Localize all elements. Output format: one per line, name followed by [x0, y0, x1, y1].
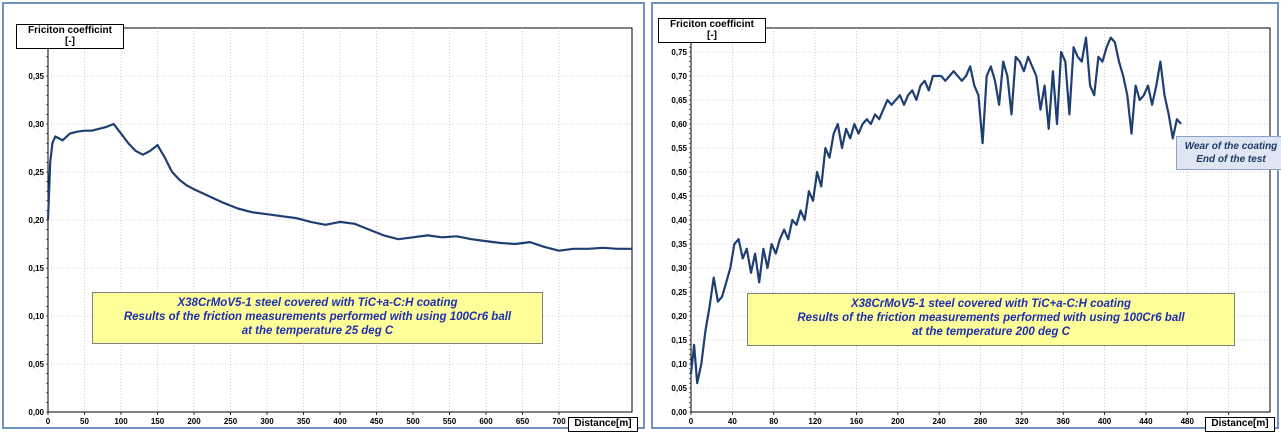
x-tick-label: 250	[224, 417, 238, 426]
x-tick-label: 450	[370, 417, 384, 426]
x-tick-label: 200	[187, 417, 201, 426]
data-line	[46, 122, 632, 252]
x-tick-label: 320	[1015, 417, 1029, 426]
x-tick-label: 480	[1181, 417, 1195, 426]
caption-line-3: at the temperature 200 deg C	[912, 326, 1070, 338]
x-tick-label: 550	[443, 417, 457, 426]
y-tick-label: 0,35	[28, 72, 44, 81]
x-tick-label: 350	[297, 417, 311, 426]
caption-line-1: X38CrMoV5-1 steel covered with TiC+a-C:H…	[177, 297, 458, 309]
x-tick-label: 0	[46, 417, 51, 426]
y-tick-label: 0,05	[671, 384, 687, 393]
y-tick-label: 0,20	[671, 312, 687, 321]
x-tick-label: 600	[479, 417, 493, 426]
x-tick-label: 200	[891, 417, 905, 426]
y-tick-label: 0,40	[671, 216, 687, 225]
annotation-box: Wear of the coating End of the test	[1176, 136, 1281, 170]
x-tick-label: 300	[260, 417, 274, 426]
y-tick-label: 0,65	[671, 96, 687, 105]
right-chart-panel: 0,00 0,05 0,10 0,15 0,20 0,25 0,30 0,35 0,40 0,45…	[651, 2, 1281, 432]
y-tick-label: 0,05	[28, 360, 44, 369]
x-axis-label: Distance[m]	[1205, 417, 1275, 432]
data-line	[689, 36, 1182, 385]
y-tick-label: 0,30	[671, 264, 687, 273]
annotation-line-1: Wear of the coating	[1184, 141, 1278, 152]
caption-line-2: Results of the friction measurements per…	[123, 311, 512, 323]
y-tick-label: 0,10	[671, 360, 687, 369]
y-tick-label: 0,75	[671, 48, 687, 57]
left-chart: 0,00 0,05 0,10 0,15 0,20 0,25 0,30 0,35 0 50 100 15…	[28, 27, 633, 426]
y-axis-label: Friciton coefficint [-]	[658, 18, 766, 43]
x-tick-label: 400	[1098, 417, 1112, 426]
y-tick-label: 0,15	[28, 264, 44, 273]
chart-caption: X38CrMoV5-1 steel covered with TiC+a-C:H…	[747, 293, 1235, 346]
right-chart: 0,00 0,05 0,10 0,15 0,20 0,25 0,30 0,35 0,40 0,45…	[671, 27, 1271, 426]
x-tick-label: 360	[1057, 417, 1071, 426]
y-tick-label: 0,25	[671, 288, 687, 297]
caption-line-1: X38CrMoV5-1 steel covered with TiC+a-C:H…	[850, 298, 1131, 310]
caption-line-2: Results of the friction measurements per…	[797, 312, 1185, 324]
x-tick-label: 400	[333, 417, 347, 426]
x-tick-label: 100	[114, 417, 128, 426]
y-tick-label: 0,10	[28, 312, 44, 321]
x-axis-label: Distance[m]	[568, 417, 638, 432]
chart-caption: X38CrMoV5-1 steel covered with TiC+a-C:H…	[92, 292, 543, 344]
left-chart-panel: 0,00 0,05 0,10 0,15 0,20 0,25 0,30 0,35 0 50 100 15…	[2, 2, 645, 432]
x-tick-label: 160	[850, 417, 864, 426]
y-tick-label: 0,45	[671, 192, 687, 201]
y-tick-label: 0,25	[28, 168, 44, 177]
y-tick-label: 0,35	[671, 240, 687, 249]
x-tick-label: 80	[769, 417, 778, 426]
y-tick-label: 0,15	[671, 336, 687, 345]
y-tick-label: 0,00	[671, 408, 687, 417]
x-tick-label: 240	[932, 417, 946, 426]
y-tick-label: 0,60	[671, 120, 687, 129]
caption-line-3: at the temperature 25 deg C	[241, 325, 394, 337]
x-tick-label: 50	[80, 417, 89, 426]
annotation-line-2: End of the test	[1196, 154, 1266, 165]
x-tick-label: 120	[808, 417, 822, 426]
x-tick-label: 700	[552, 417, 566, 426]
x-tick-label: 650	[516, 417, 530, 426]
y-tick-label: 0,70	[671, 72, 687, 81]
x-tick-label: 500	[406, 417, 420, 426]
x-tick-label: 280	[974, 417, 988, 426]
y-tick-label: 0,00	[28, 408, 44, 417]
y-tick-label: 0,50	[671, 168, 687, 177]
y-tick-label: 0,20	[28, 216, 44, 225]
y-axis-label: Friciton coefficint [-]	[16, 24, 124, 49]
y-tick-label: 0,55	[671, 144, 687, 153]
x-tick-label: 150	[151, 417, 165, 426]
x-tick-label: 440	[1139, 417, 1153, 426]
y-tick-label: 0,30	[28, 120, 44, 129]
x-tick-label: 0	[689, 417, 694, 426]
x-tick-label: 40	[728, 417, 737, 426]
